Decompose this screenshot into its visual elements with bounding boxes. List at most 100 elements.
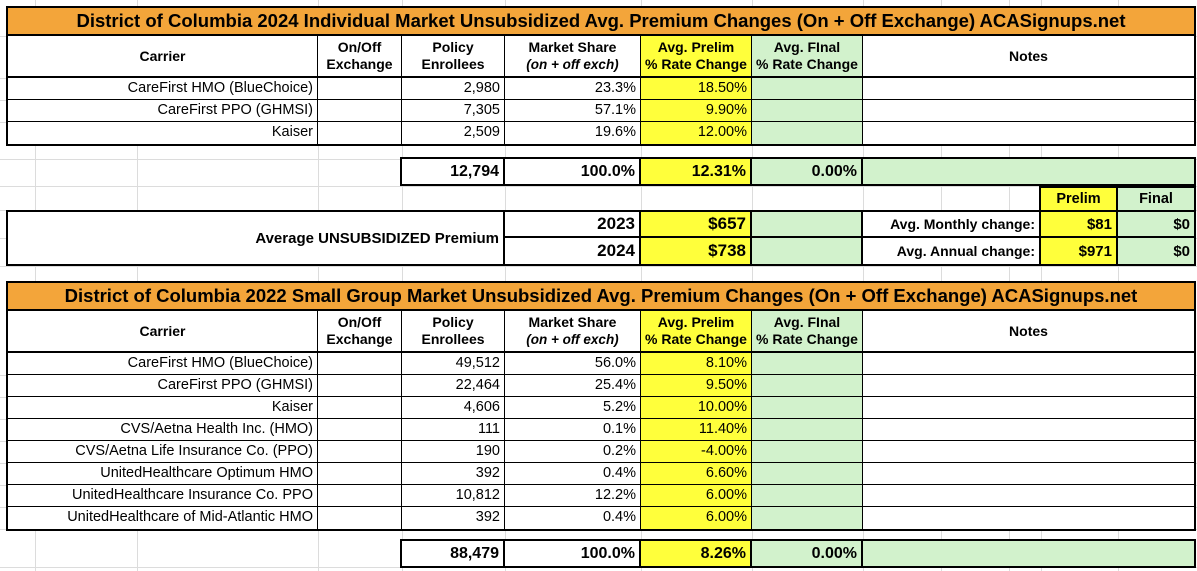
cell-notes[interactable] [863, 353, 1194, 375]
cell-notes[interactable] [863, 485, 1194, 507]
cell-prelim-rate[interactable]: 9.90% [641, 100, 752, 122]
cell-onoff-exchange[interactable] [318, 441, 402, 463]
cell-market-share[interactable]: 25.4% [505, 375, 641, 397]
cell-final-rate[interactable] [752, 78, 863, 100]
cell-final-rate[interactable] [752, 122, 863, 144]
cell-market-share[interactable]: 0.2% [505, 441, 641, 463]
cell-carrier[interactable]: CVS/Aetna Life Insurance Co. (PPO) [8, 441, 318, 463]
col-header-policy-enrollees[interactable]: Policy Enrollees [402, 36, 505, 78]
cell-final-rate[interactable] [752, 100, 863, 122]
cell-market-share[interactable]: 12.2% [505, 485, 641, 507]
cell-enrollees[interactable]: 7,305 [402, 100, 505, 122]
summary-label[interactable]: Average UNSUBSIDIZED Premium [8, 212, 505, 264]
col-header-avg-final[interactable]: Avg. FInal% Rate Change [752, 36, 863, 78]
cell-notes[interactable] [863, 100, 1194, 122]
cell-market-share[interactable]: 57.1% [505, 100, 641, 122]
col-header-avg-prelim[interactable]: Avg. Prelim% Rate Change [641, 311, 752, 353]
cell-onoff-exchange[interactable] [318, 507, 402, 529]
cell-notes[interactable] [863, 419, 1194, 441]
prelim-column-header[interactable]: Prelim [1041, 188, 1118, 210]
cell-final-rate[interactable] [752, 397, 863, 419]
final-column-header[interactable]: Final [1118, 188, 1194, 210]
cell-market-share[interactable]: 0.4% [505, 463, 641, 485]
col-header-policy-enrollees[interactable]: Policy Enrollees [402, 311, 505, 353]
cell-carrier[interactable]: CVS/Aetna Health Inc. (HMO) [8, 419, 318, 441]
cell-notes[interactable] [863, 441, 1194, 463]
cell-carrier[interactable]: CareFirst HMO (BlueChoice) [8, 78, 318, 100]
cell-final-rate[interactable] [752, 463, 863, 485]
premium-2023[interactable]: $657 [641, 212, 752, 238]
cell-carrier[interactable]: UnitedHealthcare Insurance Co. PPO [8, 485, 318, 507]
cell-prelim-rate[interactable]: 18.50% [641, 78, 752, 100]
cell-enrollees[interactable]: 2,980 [402, 78, 505, 100]
annual-change-prelim[interactable]: $971 [1041, 238, 1118, 264]
annual-change-label[interactable]: Avg. Annual change: [863, 238, 1041, 264]
totals-market-share[interactable]: 100.0% [505, 541, 641, 566]
cell-onoff-exchange[interactable] [318, 397, 402, 419]
cell-notes[interactable] [863, 122, 1194, 144]
cell-prelim-rate[interactable]: 9.50% [641, 375, 752, 397]
cell-prelim-rate[interactable]: 12.00% [641, 122, 752, 144]
cell-onoff-exchange[interactable] [318, 485, 402, 507]
cell-onoff-exchange[interactable] [318, 419, 402, 441]
cell-enrollees[interactable]: 10,812 [402, 485, 505, 507]
cell-notes[interactable] [863, 78, 1194, 100]
cell-prelim-rate[interactable]: -4.00% [641, 441, 752, 463]
col-header-notes[interactable]: Notes [863, 36, 1194, 78]
final-premium-2023[interactable] [752, 212, 863, 238]
cell-carrier[interactable]: UnitedHealthcare of Mid-Atlantic HMO [8, 507, 318, 529]
cell-market-share[interactable]: 19.6% [505, 122, 641, 144]
totals-final-rate[interactable]: 0.00% [752, 159, 863, 184]
cell-enrollees[interactable]: 22,464 [402, 375, 505, 397]
cell-prelim-rate[interactable]: 6.00% [641, 507, 752, 529]
totals-notes[interactable] [863, 541, 1194, 566]
totals-prelim-rate[interactable]: 8.26% [641, 541, 752, 566]
cell-onoff-exchange[interactable] [318, 463, 402, 485]
col-header-market-share[interactable]: Market Share (on + off exch) [505, 311, 641, 353]
totals-enrollees[interactable]: 88,479 [402, 541, 505, 566]
col-header-avg-prelim[interactable]: Avg. Prelim% Rate Change [641, 36, 752, 78]
cell-market-share[interactable]: 23.3% [505, 78, 641, 100]
cell-prelim-rate[interactable]: 11.40% [641, 419, 752, 441]
year-2024[interactable]: 2024 [505, 238, 641, 264]
cell-market-share[interactable]: 56.0% [505, 353, 641, 375]
cell-final-rate[interactable] [752, 485, 863, 507]
col-header-carrier[interactable]: Carrier [8, 36, 318, 78]
annual-change-final[interactable]: $0 [1118, 238, 1194, 264]
cell-onoff-exchange[interactable] [318, 122, 402, 144]
cell-enrollees[interactable]: 4,606 [402, 397, 505, 419]
cell-final-rate[interactable] [752, 375, 863, 397]
col-header-onoff-exchange[interactable]: On/Off Exchange [318, 311, 402, 353]
cell-enrollees[interactable]: 49,512 [402, 353, 505, 375]
premium-2024[interactable]: $738 [641, 238, 752, 264]
cell-enrollees[interactable]: 392 [402, 463, 505, 485]
cell-final-rate[interactable] [752, 353, 863, 375]
cell-enrollees[interactable]: 190 [402, 441, 505, 463]
cell-final-rate[interactable] [752, 419, 863, 441]
monthly-change-prelim[interactable]: $81 [1041, 212, 1118, 238]
cell-prelim-rate[interactable]: 8.10% [641, 353, 752, 375]
cell-prelim-rate[interactable]: 6.00% [641, 485, 752, 507]
cell-onoff-exchange[interactable] [318, 100, 402, 122]
year-2023[interactable]: 2023 [505, 212, 641, 238]
col-header-notes[interactable]: Notes [863, 311, 1194, 353]
totals-prelim-rate[interactable]: 12.31% [641, 159, 752, 184]
cell-carrier[interactable]: CareFirst PPO (GHMSI) [8, 100, 318, 122]
cell-carrier[interactable]: Kaiser [8, 122, 318, 144]
cell-onoff-exchange[interactable] [318, 78, 402, 100]
final-premium-2024[interactable] [752, 238, 863, 264]
cell-final-rate[interactable] [752, 507, 863, 529]
cell-onoff-exchange[interactable] [318, 353, 402, 375]
cell-prelim-rate[interactable]: 10.00% [641, 397, 752, 419]
cell-carrier[interactable]: CareFirst PPO (GHMSI) [8, 375, 318, 397]
cell-notes[interactable] [863, 397, 1194, 419]
monthly-change-final[interactable]: $0 [1118, 212, 1194, 238]
table2-title-cell[interactable]: District of Columbia 2022 Small Group Ma… [8, 283, 1194, 311]
cell-market-share[interactable]: 5.2% [505, 397, 641, 419]
table1-title-cell[interactable]: District of Columbia 2024 Individual Mar… [8, 8, 1194, 36]
cell-notes[interactable] [863, 507, 1194, 529]
totals-notes[interactable] [863, 159, 1194, 184]
col-header-carrier[interactable]: Carrier [8, 311, 318, 353]
cell-carrier[interactable]: UnitedHealthcare Optimum HMO [8, 463, 318, 485]
cell-onoff-exchange[interactable] [318, 375, 402, 397]
